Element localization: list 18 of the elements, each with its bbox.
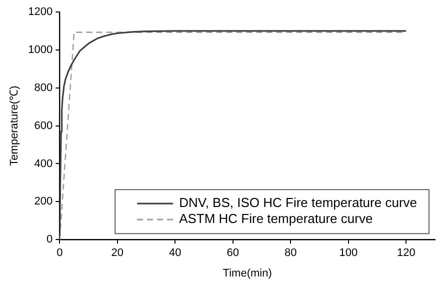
y-tick-label: 1200: [28, 6, 53, 18]
y-tick-label: 600: [34, 120, 53, 132]
y-tick-label: 800: [34, 82, 53, 94]
x-tick-label: 120: [396, 247, 416, 260]
x-tick-label: 60: [226, 247, 240, 260]
x-tick-label: 100: [339, 247, 358, 260]
y-axis-title: Temperature(℃): [8, 86, 21, 166]
y-tick-label: 400: [34, 158, 53, 170]
legend-label: DNV, BS, ISO HC Fire temperature curve: [179, 195, 418, 210]
x-tick-label: 80: [284, 247, 297, 260]
y-tick-label: 1000: [28, 44, 53, 56]
y-tick-label: 200: [34, 196, 53, 208]
x-tick-label: 0: [56, 247, 63, 260]
x-axis-title: Time(min): [222, 267, 272, 280]
y-tick-label: 0: [46, 234, 53, 246]
x-tick-label: 20: [111, 247, 124, 260]
legend-label: ASTM HC Fire temperature curve: [179, 211, 373, 226]
x-tick-label: 40: [169, 247, 182, 260]
